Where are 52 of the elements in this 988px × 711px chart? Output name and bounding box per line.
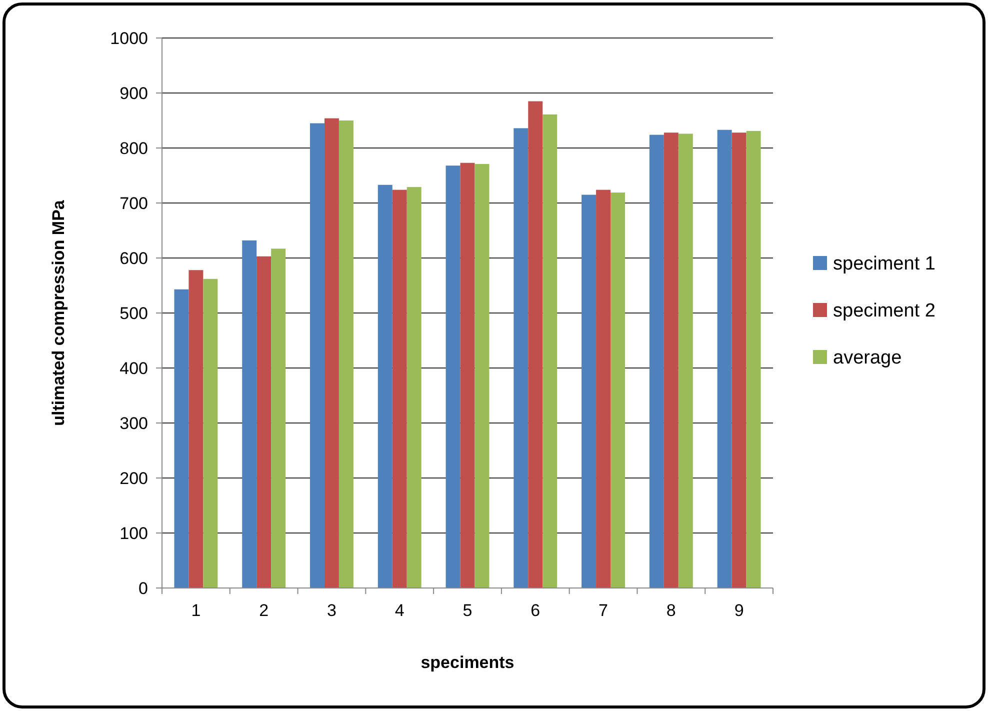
bar xyxy=(446,166,460,588)
bar xyxy=(732,132,746,588)
bar xyxy=(203,278,218,588)
y-tick-label: 800 xyxy=(120,138,148,158)
x-tick-label: 8 xyxy=(666,601,676,620)
y-tick-label: 700 xyxy=(120,194,148,213)
legend-label: average xyxy=(833,348,902,369)
y-tick-label: 500 xyxy=(120,304,148,323)
y-tick-label: 0 xyxy=(138,578,148,598)
x-tick-label: 7 xyxy=(598,601,608,620)
bar xyxy=(378,184,392,588)
y-tick-label: 1000 xyxy=(110,28,148,48)
bar xyxy=(242,240,257,588)
x-axis-title: speciments xyxy=(420,653,514,672)
y-tick-label: 300 xyxy=(120,414,148,433)
bar xyxy=(596,190,611,588)
bar xyxy=(460,162,475,588)
legend-label: speciment 1 xyxy=(833,254,936,275)
x-tick-label: 9 xyxy=(734,601,744,620)
x-tick-label: 2 xyxy=(259,601,269,620)
bar xyxy=(649,134,664,588)
bar xyxy=(610,192,625,588)
bar xyxy=(542,114,558,588)
bar xyxy=(664,132,678,588)
bar xyxy=(188,270,204,588)
bar xyxy=(717,130,732,588)
bar xyxy=(406,187,422,588)
bar xyxy=(324,118,339,588)
bar xyxy=(310,123,324,588)
bar xyxy=(338,120,354,588)
legend-label: speciment 2 xyxy=(833,300,936,322)
bar xyxy=(174,289,189,588)
y-axis-title: ultimated compression MPa xyxy=(49,200,68,426)
bar xyxy=(582,194,596,588)
bar xyxy=(678,134,693,588)
y-tick-label: 900 xyxy=(120,84,148,103)
y-tick-label: 600 xyxy=(120,248,148,268)
bar xyxy=(528,101,543,588)
y-tick-label: 200 xyxy=(120,468,148,488)
bar xyxy=(271,248,286,588)
x-tick-label: 3 xyxy=(326,601,336,620)
y-tick-label: 100 xyxy=(120,524,148,543)
x-tick-label: 5 xyxy=(462,601,472,620)
bar xyxy=(256,256,272,588)
x-tick-label: 1 xyxy=(191,601,201,620)
bar xyxy=(474,164,490,588)
y-tick-label: 400 xyxy=(120,358,148,378)
bar xyxy=(514,128,528,588)
bar xyxy=(746,130,761,588)
x-tick-label: 6 xyxy=(530,601,540,620)
bar xyxy=(392,190,407,588)
x-tick-label: 4 xyxy=(394,601,404,620)
